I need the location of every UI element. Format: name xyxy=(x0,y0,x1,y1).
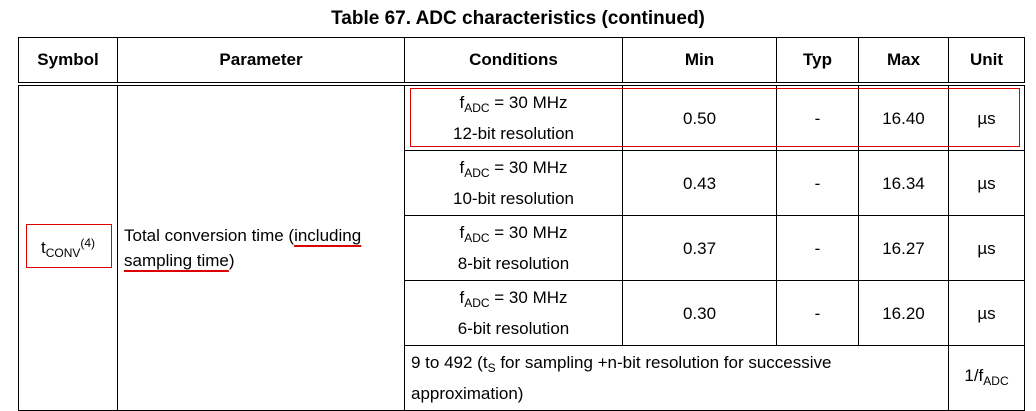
min-cell: 0.30 xyxy=(622,280,777,346)
header: Symbol xyxy=(18,37,118,86)
data-row: fADC = 30 MHz 8-bit resolution 0.37 - 16.27 µ… xyxy=(19,215,1025,281)
header: Min xyxy=(622,37,777,86)
condition: = 30 MHz xyxy=(494,93,568,112)
data-row: 9 to 492 (tS for sampling +n-bit resolut… xyxy=(19,345,1025,411)
header: Max xyxy=(858,37,949,86)
max: 16.40 xyxy=(882,108,925,128)
condition-sub: S xyxy=(487,361,496,375)
table: Symbol Parameter Conditions Min Typ Max … xyxy=(18,37,1025,411)
typ: - xyxy=(814,108,821,128)
condition: 9 to 492 (t xyxy=(411,353,488,372)
typ: - xyxy=(814,303,821,323)
typ-cell: - xyxy=(776,280,859,346)
freq: f xyxy=(459,223,465,242)
resolution: 6-bit resolution xyxy=(457,319,570,338)
unit-cell: 1/fADC xyxy=(948,345,1025,411)
condition: = 30 MHz xyxy=(494,223,568,242)
parameter-cell: Total conversion time (including samplin… xyxy=(117,83,405,411)
resolution: 12-bit resolution xyxy=(453,124,574,143)
unit: µs xyxy=(977,303,996,323)
header: Unit xyxy=(948,37,1025,86)
conditions-cell: fADC = 30 MHz 6-bit resolution xyxy=(404,280,623,346)
header: Typ xyxy=(776,37,859,86)
unit: µs xyxy=(977,108,996,128)
symbol: t xyxy=(40,237,46,257)
unit-cell: µs xyxy=(948,150,1025,216)
resolution: 10-bit resolution xyxy=(453,189,574,208)
typ: - xyxy=(814,238,821,258)
max-cell: 16.40 xyxy=(858,83,949,151)
condition: for sampling +n-bit resolution for succe… xyxy=(411,353,832,403)
unit-sub: ADC xyxy=(983,373,1009,388)
min-cell: 0.43 xyxy=(622,150,777,216)
parameter: ) xyxy=(228,251,235,270)
resolution: 8-bit resolution xyxy=(457,254,570,273)
freq-sub: ADC xyxy=(464,296,490,310)
freq-sub: ADC xyxy=(464,166,490,180)
freq: f xyxy=(459,93,465,112)
conditions-cell: fADC = 30 MHz 8-bit resolution xyxy=(404,215,623,281)
min-cell: 0.37 xyxy=(622,215,777,281)
min: 0.50 xyxy=(682,108,717,128)
freq: f xyxy=(459,158,465,177)
min: 0.43 xyxy=(682,173,717,193)
typ-cell: - xyxy=(776,215,859,281)
freq-sub: ADC xyxy=(464,231,490,245)
max: 16.27 xyxy=(882,238,925,258)
highlight-box xyxy=(26,224,112,268)
data-row: tCONV(4) Total conversion time (including… xyxy=(18,83,1025,411)
max: 16.34 xyxy=(882,173,925,193)
symbol-cell: tCONV(4) xyxy=(18,83,118,411)
parameter: Total conversion time ( xyxy=(124,226,295,245)
max-cell: 16.27 xyxy=(858,215,949,281)
unit-cell: µs xyxy=(948,280,1025,346)
table-title: Table 67. ADC characteristics (continued… xyxy=(331,8,705,29)
max: 16.20 xyxy=(882,303,925,323)
unit: µs xyxy=(977,173,996,193)
condition: = 30 MHz xyxy=(494,158,568,177)
symbol-sub: CONV xyxy=(45,245,81,260)
unit: 1/f xyxy=(964,365,984,385)
min: 0.30 xyxy=(682,303,717,323)
header-row: Symbol Parameter Conditions Min Typ Max … xyxy=(18,37,1025,86)
conditions-cell: fADC = 30 MHz 10-bit resolution xyxy=(404,150,623,216)
freq: f xyxy=(459,288,465,307)
typ: - xyxy=(814,173,821,193)
typ-cell: - xyxy=(776,150,859,216)
symbol-sup: (4) xyxy=(80,235,96,250)
max-cell: 16.34 xyxy=(858,150,949,216)
conditions-cell: 9 to 492 (tS for sampling +n-bit resolut… xyxy=(404,345,949,411)
typ-cell: - xyxy=(776,83,859,151)
condition: = 30 MHz xyxy=(494,288,568,307)
header: Conditions xyxy=(404,37,623,86)
max-cell: 16.20 xyxy=(858,280,949,346)
header: Parameter xyxy=(117,37,405,86)
parameter-marked: including sampling time xyxy=(124,226,362,270)
unit-cell: µs xyxy=(948,215,1025,281)
unit: µs xyxy=(977,238,996,258)
unit-cell: µs xyxy=(948,83,1025,151)
freq-sub: ADC xyxy=(464,101,490,115)
highlight-box xyxy=(410,88,1020,147)
min: 0.37 xyxy=(682,238,717,258)
